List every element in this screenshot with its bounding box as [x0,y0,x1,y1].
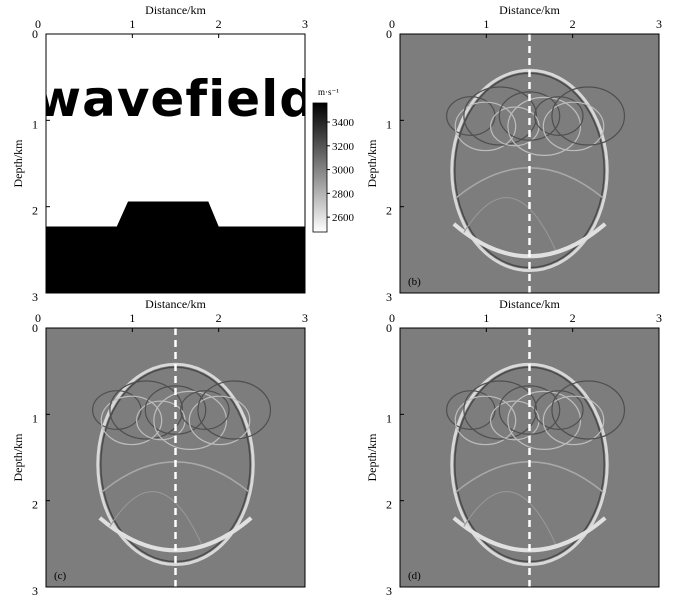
x-axis-label: Distance/km [145,297,206,311]
x-tick-label: 3 [302,17,308,31]
x-tick-label: 1 [483,311,489,325]
colorbar-tick-label: 2600 [332,212,355,224]
wavefront-inner [454,101,517,152]
wavefront-inner [109,380,184,440]
wavefront-inner [100,395,163,446]
colorbar-tick-label: 3400 [332,117,355,129]
panel: wavefield 0 1 2 3 0 1 2 3 Distance/km Depth/km (a) m… [11,3,355,304]
x-tick-label: 0 [35,311,41,325]
y-tick-label: 0 [386,27,392,41]
axes-frame [45,327,306,588]
wavefront-inner [144,385,207,435]
x-tick-label: 1 [129,17,135,31]
wavefield-background [400,34,659,293]
x-tick-label: 3 [656,17,662,31]
panel-label: (a) [54,276,67,288]
colorbar-unit: m·s⁻¹ [318,87,339,97]
y-tick-label: 1 [386,117,392,131]
image [46,328,305,587]
wavefront-inner [153,390,228,450]
axes-frame [399,33,660,294]
y-tick-label: 0 [32,27,38,41]
x-tick-label: 2 [216,17,222,31]
x-tick-label: 1 [483,17,489,31]
panel-label: (c) [54,570,67,582]
image: wavefield [35,34,316,293]
wavefront-inner [534,96,584,136]
model-text: wavefield [35,70,316,128]
y-tick-label: 2 [32,204,38,218]
colorbar-tick-label: 2800 [332,188,355,200]
panel: 0 1 2 3 0 1 2 3 Distance/km Depth/km (c) [11,297,308,598]
y-tick-label: 2 [386,204,392,218]
wavefront-inner [542,101,605,152]
y-tick-label: 3 [32,584,38,598]
x-tick-label: 2 [216,311,222,325]
colorbar-tick-label: 3200 [332,141,355,153]
x-axis-label: Distance/km [145,3,206,17]
image [400,328,659,587]
y-tick-label: 1 [386,411,392,425]
x-tick-label: 0 [389,311,395,325]
x-tick-label: 1 [129,311,135,325]
x-tick-label: 0 [389,17,395,31]
model-layer [46,201,305,293]
y-tick-label: 3 [386,584,392,598]
wavefront-inner [534,390,584,430]
wavefront-inner [188,395,251,446]
x-tick-label: 2 [570,311,576,325]
y-tick-label: 3 [32,290,38,304]
wavefield-background [46,328,305,587]
x-tick-label: 3 [302,311,308,325]
panel: 0 1 2 3 0 1 2 3 Distance/km Depth/km (b) [365,3,662,304]
wavefront-lower2 [463,491,556,545]
y-axis-label: Depth/km [11,433,25,482]
y-tick-label: 2 [32,498,38,512]
x-tick-label: 3 [656,311,662,325]
x-axis-label: Distance/km [499,297,560,311]
y-tick-label: 3 [386,290,392,304]
wavefront-inner [542,395,605,446]
wavefront-lower2 [463,197,556,251]
x-tick-label: 2 [570,17,576,31]
wavefront-inner [498,91,561,141]
x-tick-label: 0 [35,17,41,31]
wavefield-background [400,328,659,587]
wavefront-inner [551,380,626,440]
y-tick-label: 0 [386,321,392,335]
image [400,34,659,293]
x-axis-label: Distance/km [499,3,560,17]
wavefront-inner [498,385,561,435]
wavefront-inner [197,380,272,440]
y-tick-label: 1 [32,411,38,425]
panel-label: (b) [408,276,421,288]
y-tick-label: 0 [32,321,38,335]
axes-frame [399,327,660,588]
wavefront-inner [463,86,538,146]
wavefront-inner [507,96,582,156]
wavefront-inner [454,395,517,446]
wavefront-inner [507,390,582,450]
wavefront-inner [551,86,626,146]
wavefront-lower2 [109,491,202,545]
y-axis-label: Depth/km [365,433,379,482]
wavefront-inner [463,380,538,440]
panel-label: (d) [408,570,421,582]
axes-frame [45,33,306,294]
y-tick-label: 2 [386,498,392,512]
colorbar-tick-label: 3000 [332,165,355,177]
y-tick-label: 1 [32,117,38,131]
wavefront-inner [180,390,230,430]
colorbar [312,102,328,233]
y-axis-label: Depth/km [365,139,379,188]
y-axis-label: Depth/km [11,139,25,188]
panel: 0 1 2 3 0 1 2 3 Distance/km Depth/km (d) [365,297,662,598]
